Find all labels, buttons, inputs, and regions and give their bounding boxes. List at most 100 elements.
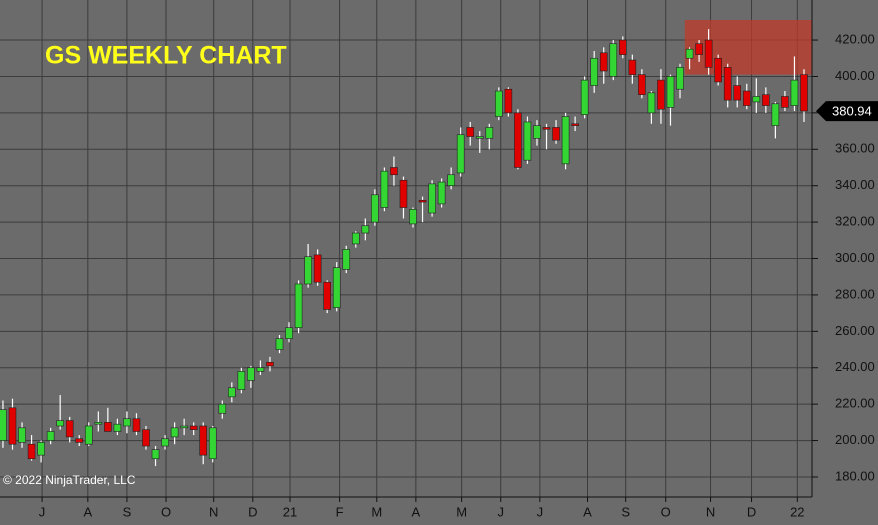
x-tick-label: D xyxy=(747,504,756,519)
candle-body xyxy=(647,92,656,114)
candle-body xyxy=(18,427,26,443)
candle-body xyxy=(285,327,293,339)
candle-body xyxy=(84,425,93,445)
candle-body xyxy=(590,57,598,86)
candle-body xyxy=(800,74,808,112)
candle-body xyxy=(495,90,503,117)
candle-body xyxy=(56,420,64,427)
candle-body xyxy=(485,127,494,139)
axes: 180.00 200.00 220.00 240.00 260.00 280.00 300.… xyxy=(39,31,878,519)
candle-body xyxy=(161,438,169,447)
candle-body xyxy=(351,232,360,245)
candle-body xyxy=(685,48,694,59)
y-tick-label: 180.00 xyxy=(835,468,875,483)
x-tick-label: O xyxy=(661,504,671,519)
candle-body xyxy=(151,449,160,460)
candle-body xyxy=(752,96,761,103)
candle-body xyxy=(456,134,465,174)
candle-body xyxy=(571,123,579,126)
x-tick-label: 22 xyxy=(790,504,804,519)
candle-body xyxy=(771,103,780,126)
candle-body xyxy=(447,174,455,186)
x-tick-label: N xyxy=(209,504,218,519)
candle-body xyxy=(790,79,799,106)
x-tick-label: O xyxy=(161,504,171,519)
x-tick-label: J xyxy=(39,504,46,519)
y-tick-label: 400.00 xyxy=(835,68,875,83)
x-tick-label: M xyxy=(371,504,382,519)
candle-body xyxy=(676,67,684,90)
candle-body xyxy=(437,181,446,205)
x-tick-label: M xyxy=(456,504,467,519)
candle-body xyxy=(523,121,532,161)
x-tick-label: J xyxy=(537,504,544,519)
candle-body xyxy=(475,136,484,139)
candle-body xyxy=(380,170,389,208)
candle-body xyxy=(714,57,722,83)
candle-body xyxy=(504,88,513,114)
chart-title: GS WEEKLY CHART xyxy=(45,42,287,70)
candle-body xyxy=(361,225,370,234)
candle-body xyxy=(742,90,751,106)
candle-body xyxy=(75,438,84,443)
candle-body xyxy=(37,442,45,456)
candle-body xyxy=(552,127,560,141)
candle-body xyxy=(561,116,570,165)
x-tick-label: D xyxy=(248,504,257,519)
x-tick-label: J xyxy=(497,504,504,519)
y-tick-label: 240.00 xyxy=(835,359,875,374)
candle-body xyxy=(256,367,265,372)
last-price-label: 380.94 xyxy=(832,104,872,119)
y-tick-label: 360.00 xyxy=(835,141,875,156)
candle-body xyxy=(580,79,589,115)
candle-body xyxy=(313,254,322,283)
candle-body xyxy=(199,425,208,456)
candle-body xyxy=(666,76,675,108)
candle-body xyxy=(294,283,303,328)
candle-body xyxy=(695,43,703,55)
candle-body xyxy=(428,183,436,214)
candle-body xyxy=(94,422,103,425)
candle-body xyxy=(218,403,227,414)
highlight-zone xyxy=(684,20,812,75)
candle-body xyxy=(208,427,217,460)
candle-body xyxy=(113,423,122,432)
candles xyxy=(0,20,812,467)
candle-body xyxy=(46,431,55,441)
candle-body xyxy=(104,422,112,432)
candle-body xyxy=(247,367,255,381)
candle-body xyxy=(657,79,665,110)
candle-body xyxy=(371,194,379,223)
candle-body xyxy=(781,96,789,108)
x-tick-label: N xyxy=(706,504,715,519)
y-tick-label: 300.00 xyxy=(835,250,875,265)
last-price-marker xyxy=(816,101,878,122)
candle-body xyxy=(409,209,417,225)
candle-body xyxy=(132,418,141,432)
candle-body xyxy=(228,387,236,398)
y-tick-label: 280.00 xyxy=(835,286,875,301)
candle-body xyxy=(304,256,312,285)
candle-body xyxy=(533,125,541,139)
x-tick-label: A xyxy=(583,504,592,519)
candle-body xyxy=(390,167,398,176)
candle-body xyxy=(275,338,284,350)
candle-body xyxy=(619,39,627,55)
candle-body xyxy=(332,267,341,308)
copyright: © 2022 NinjaTrader, LLC xyxy=(3,473,136,487)
y-tick-label: 320.00 xyxy=(835,214,875,229)
y-tick-label: 340.00 xyxy=(835,177,875,192)
candle-body xyxy=(170,427,179,438)
x-tick-label: F xyxy=(336,504,344,519)
x-tick-label: A xyxy=(83,504,92,519)
candle-body xyxy=(27,443,36,460)
x-tick-label: A xyxy=(412,504,421,519)
candle-body xyxy=(189,425,198,430)
candle-body xyxy=(762,94,770,106)
candle-body xyxy=(542,127,551,130)
x-tick-label: S xyxy=(621,504,630,519)
candle-body xyxy=(599,52,608,72)
candle-body xyxy=(0,409,7,441)
